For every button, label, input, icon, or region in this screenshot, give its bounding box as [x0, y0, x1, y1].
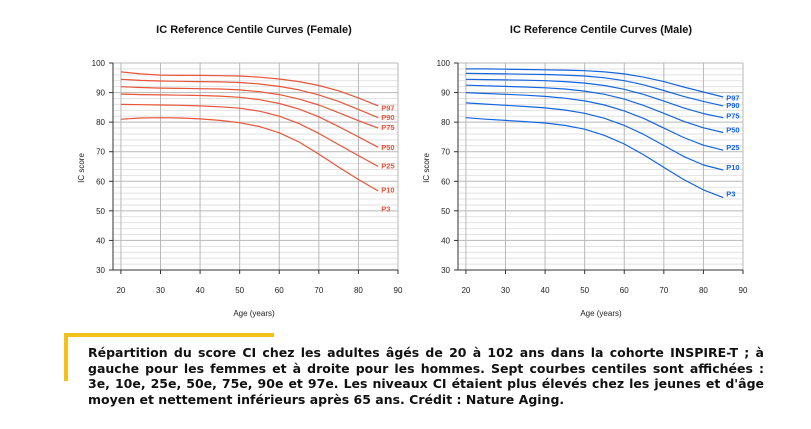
caption-accent-bar-left [64, 333, 68, 381]
series-label-p90: P90 [381, 113, 394, 122]
series-line-p50 [465, 84, 724, 134]
y-tick-label: 100 [437, 59, 451, 68]
series-line-p97 [120, 71, 379, 107]
y-tick-label: 100 [92, 59, 106, 68]
y-tick-label: 90 [96, 89, 105, 98]
y-tick-label: 40 [441, 236, 450, 245]
y-tick-label: 40 [96, 236, 105, 245]
y-tick-label: 70 [96, 148, 105, 157]
x-tick-label: 40 [541, 286, 550, 295]
y-tick-label: 80 [441, 118, 450, 127]
series-line-p75 [465, 78, 724, 119]
charts-area: IC Reference Centile Curves (Female) Age… [77, 24, 748, 318]
x-tick-label: 80 [354, 286, 363, 295]
figure-caption: Répartition du score CI chez les adultes… [64, 333, 764, 413]
series-line-p90 [465, 72, 724, 107]
series-line-p97 [465, 68, 724, 98]
caption-text: Répartition du score CI chez les adultes… [88, 345, 764, 407]
series-line-p50 [120, 93, 379, 148]
series-label-p75: P75 [381, 123, 394, 132]
y-tick-label: 30 [441, 266, 450, 275]
series-line-p25 [465, 92, 724, 151]
series-label-p25: P25 [726, 143, 739, 152]
female-centile-chart: IC Reference Centile Curves (Female) Age… [77, 24, 403, 318]
series-label-p50: P50 [381, 143, 394, 152]
series-line-p10 [465, 102, 724, 171]
series-line-p90 [120, 78, 379, 119]
x-axis-label: Age (years) [580, 309, 622, 318]
x-tick-label: 80 [699, 286, 708, 295]
y-tick-label: 80 [96, 118, 105, 127]
x-axis-label: Age (years) [233, 309, 275, 318]
y-tick-label: 70 [441, 148, 450, 157]
series-label-p25: P25 [381, 162, 394, 171]
x-tick-label: 60 [275, 286, 284, 295]
male-centile-chart: IC Reference Centile Curves (Male) Age (… [422, 24, 748, 318]
y-tick-label: 60 [96, 177, 105, 186]
y-tick-label: 50 [96, 207, 105, 216]
series-label-p10: P10 [381, 186, 394, 195]
x-tick-label: 30 [156, 286, 165, 295]
caption-accent-bar-top [64, 333, 274, 337]
series-label-p97: P97 [381, 103, 394, 112]
series-label-p3: P3 [381, 204, 390, 213]
series-line-p25 [120, 103, 379, 168]
y-axis-label: IC score [77, 153, 86, 183]
x-tick-label: 60 [620, 286, 629, 295]
x-tick-label: 70 [314, 286, 323, 295]
y-axis-label: IC score [422, 153, 431, 183]
chart-title: IC Reference Centile Curves (Female) [156, 24, 352, 36]
series-line-p10 [120, 117, 379, 192]
x-tick-label: 40 [196, 286, 205, 295]
series-line-p75 [120, 86, 379, 129]
series-label-p75: P75 [726, 112, 739, 121]
series-label-p90: P90 [726, 101, 739, 110]
y-tick-label: 50 [441, 207, 450, 216]
series-label-p10: P10 [726, 163, 739, 172]
chart-title: IC Reference Centile Curves (Male) [510, 24, 693, 36]
x-tick-label: 30 [501, 286, 510, 295]
y-tick-label: 90 [441, 89, 450, 98]
x-tick-label: 70 [659, 286, 668, 295]
y-tick-label: 30 [96, 266, 105, 275]
y-tick-label: 60 [441, 177, 450, 186]
series-label-p97: P97 [726, 94, 739, 103]
x-tick-label: 90 [394, 286, 403, 295]
x-tick-label: 90 [739, 286, 748, 295]
x-tick-label: 20 [116, 286, 125, 295]
x-tick-label: 50 [580, 286, 589, 295]
series-label-p50: P50 [726, 125, 739, 134]
series-label-p3: P3 [726, 190, 735, 199]
x-tick-label: 20 [461, 286, 470, 295]
series-line-p3 [465, 117, 724, 199]
x-tick-label: 50 [235, 286, 244, 295]
